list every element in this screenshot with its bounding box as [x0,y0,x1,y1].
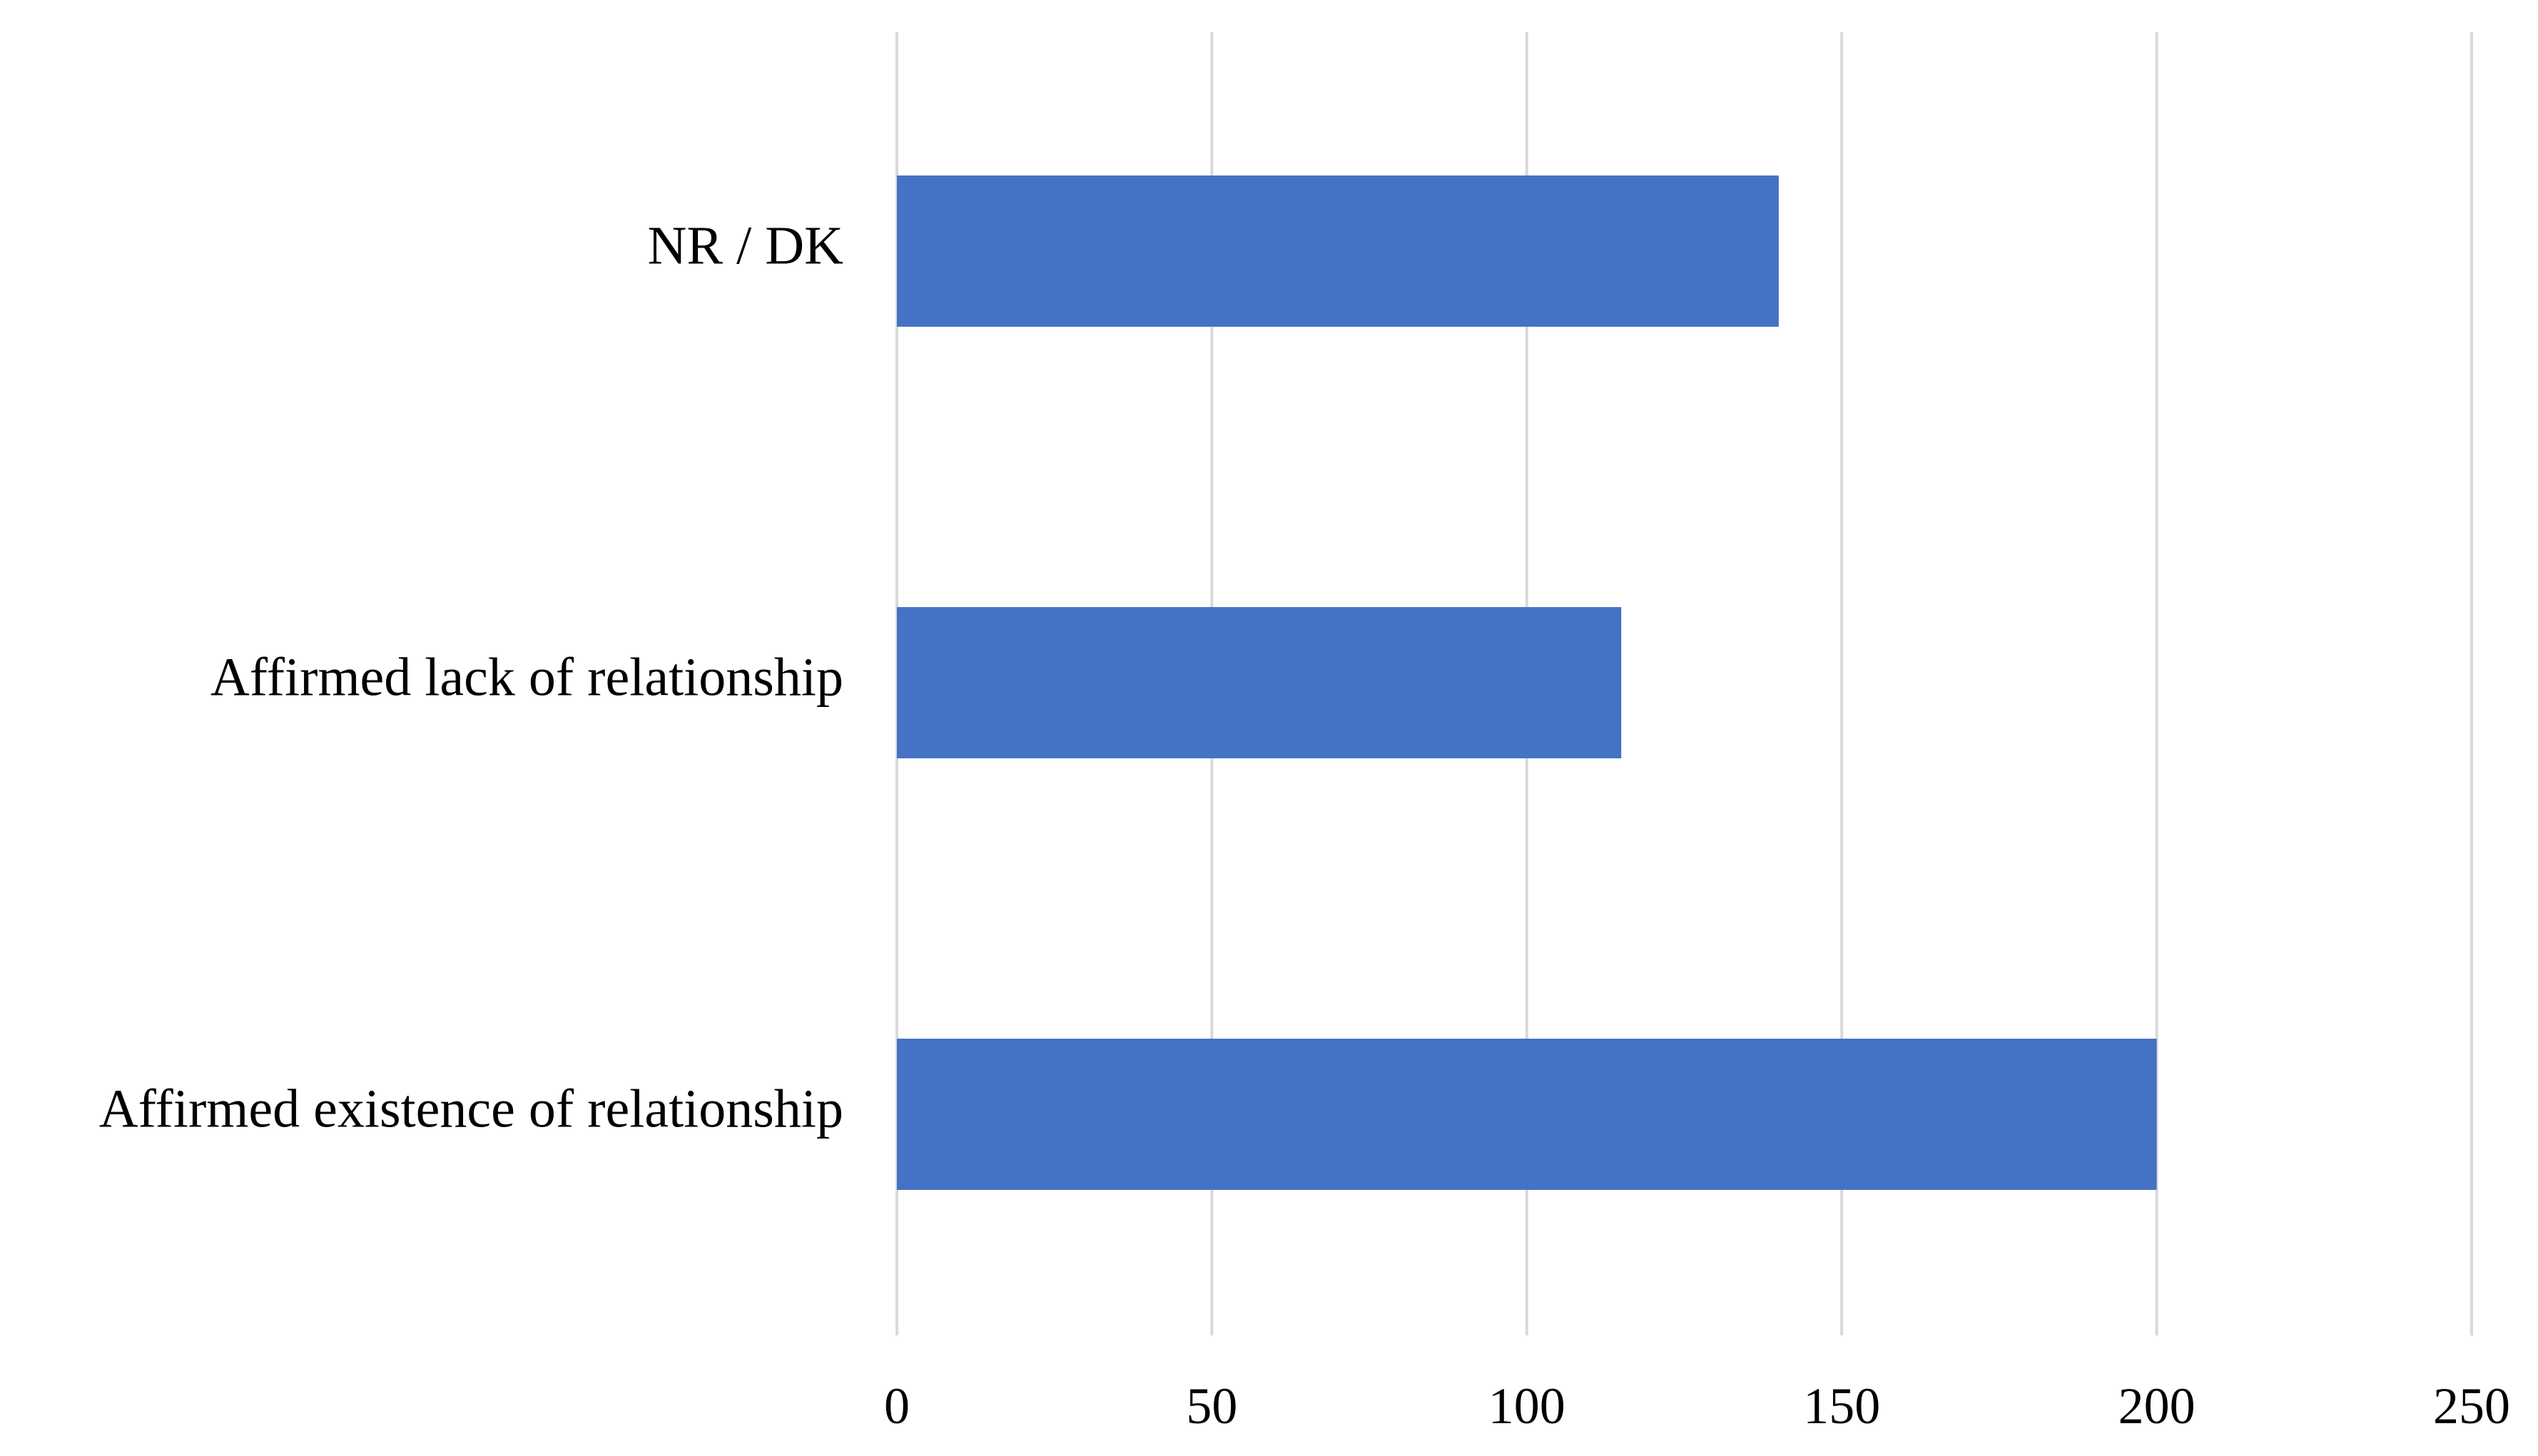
x-tick-label-200: 200 [2118,1378,2196,1435]
category-label-3: Affirmed existence of relationship [99,1079,843,1139]
category-labels: NR / DK Affirmed lack of relationship Affi… [99,215,843,1139]
bar-1 [897,175,1779,327]
x-tick-label-50: 50 [1186,1378,1237,1435]
bar-2 [897,607,1622,758]
bar-3 [897,1039,2157,1190]
category-label-2: Affirmed lack of relationship [210,647,843,707]
bars [897,175,2157,1190]
x-tick-label-150: 150 [1803,1378,1880,1435]
x-tick-label-100: 100 [1488,1378,1565,1435]
x-tick-label-0: 0 [884,1378,910,1435]
x-axis-tick-labels: 0 50 100 150 200 250 [884,1378,2510,1435]
category-label-1: NR / DK [648,215,844,275]
x-tick-label-250: 250 [2433,1378,2510,1435]
